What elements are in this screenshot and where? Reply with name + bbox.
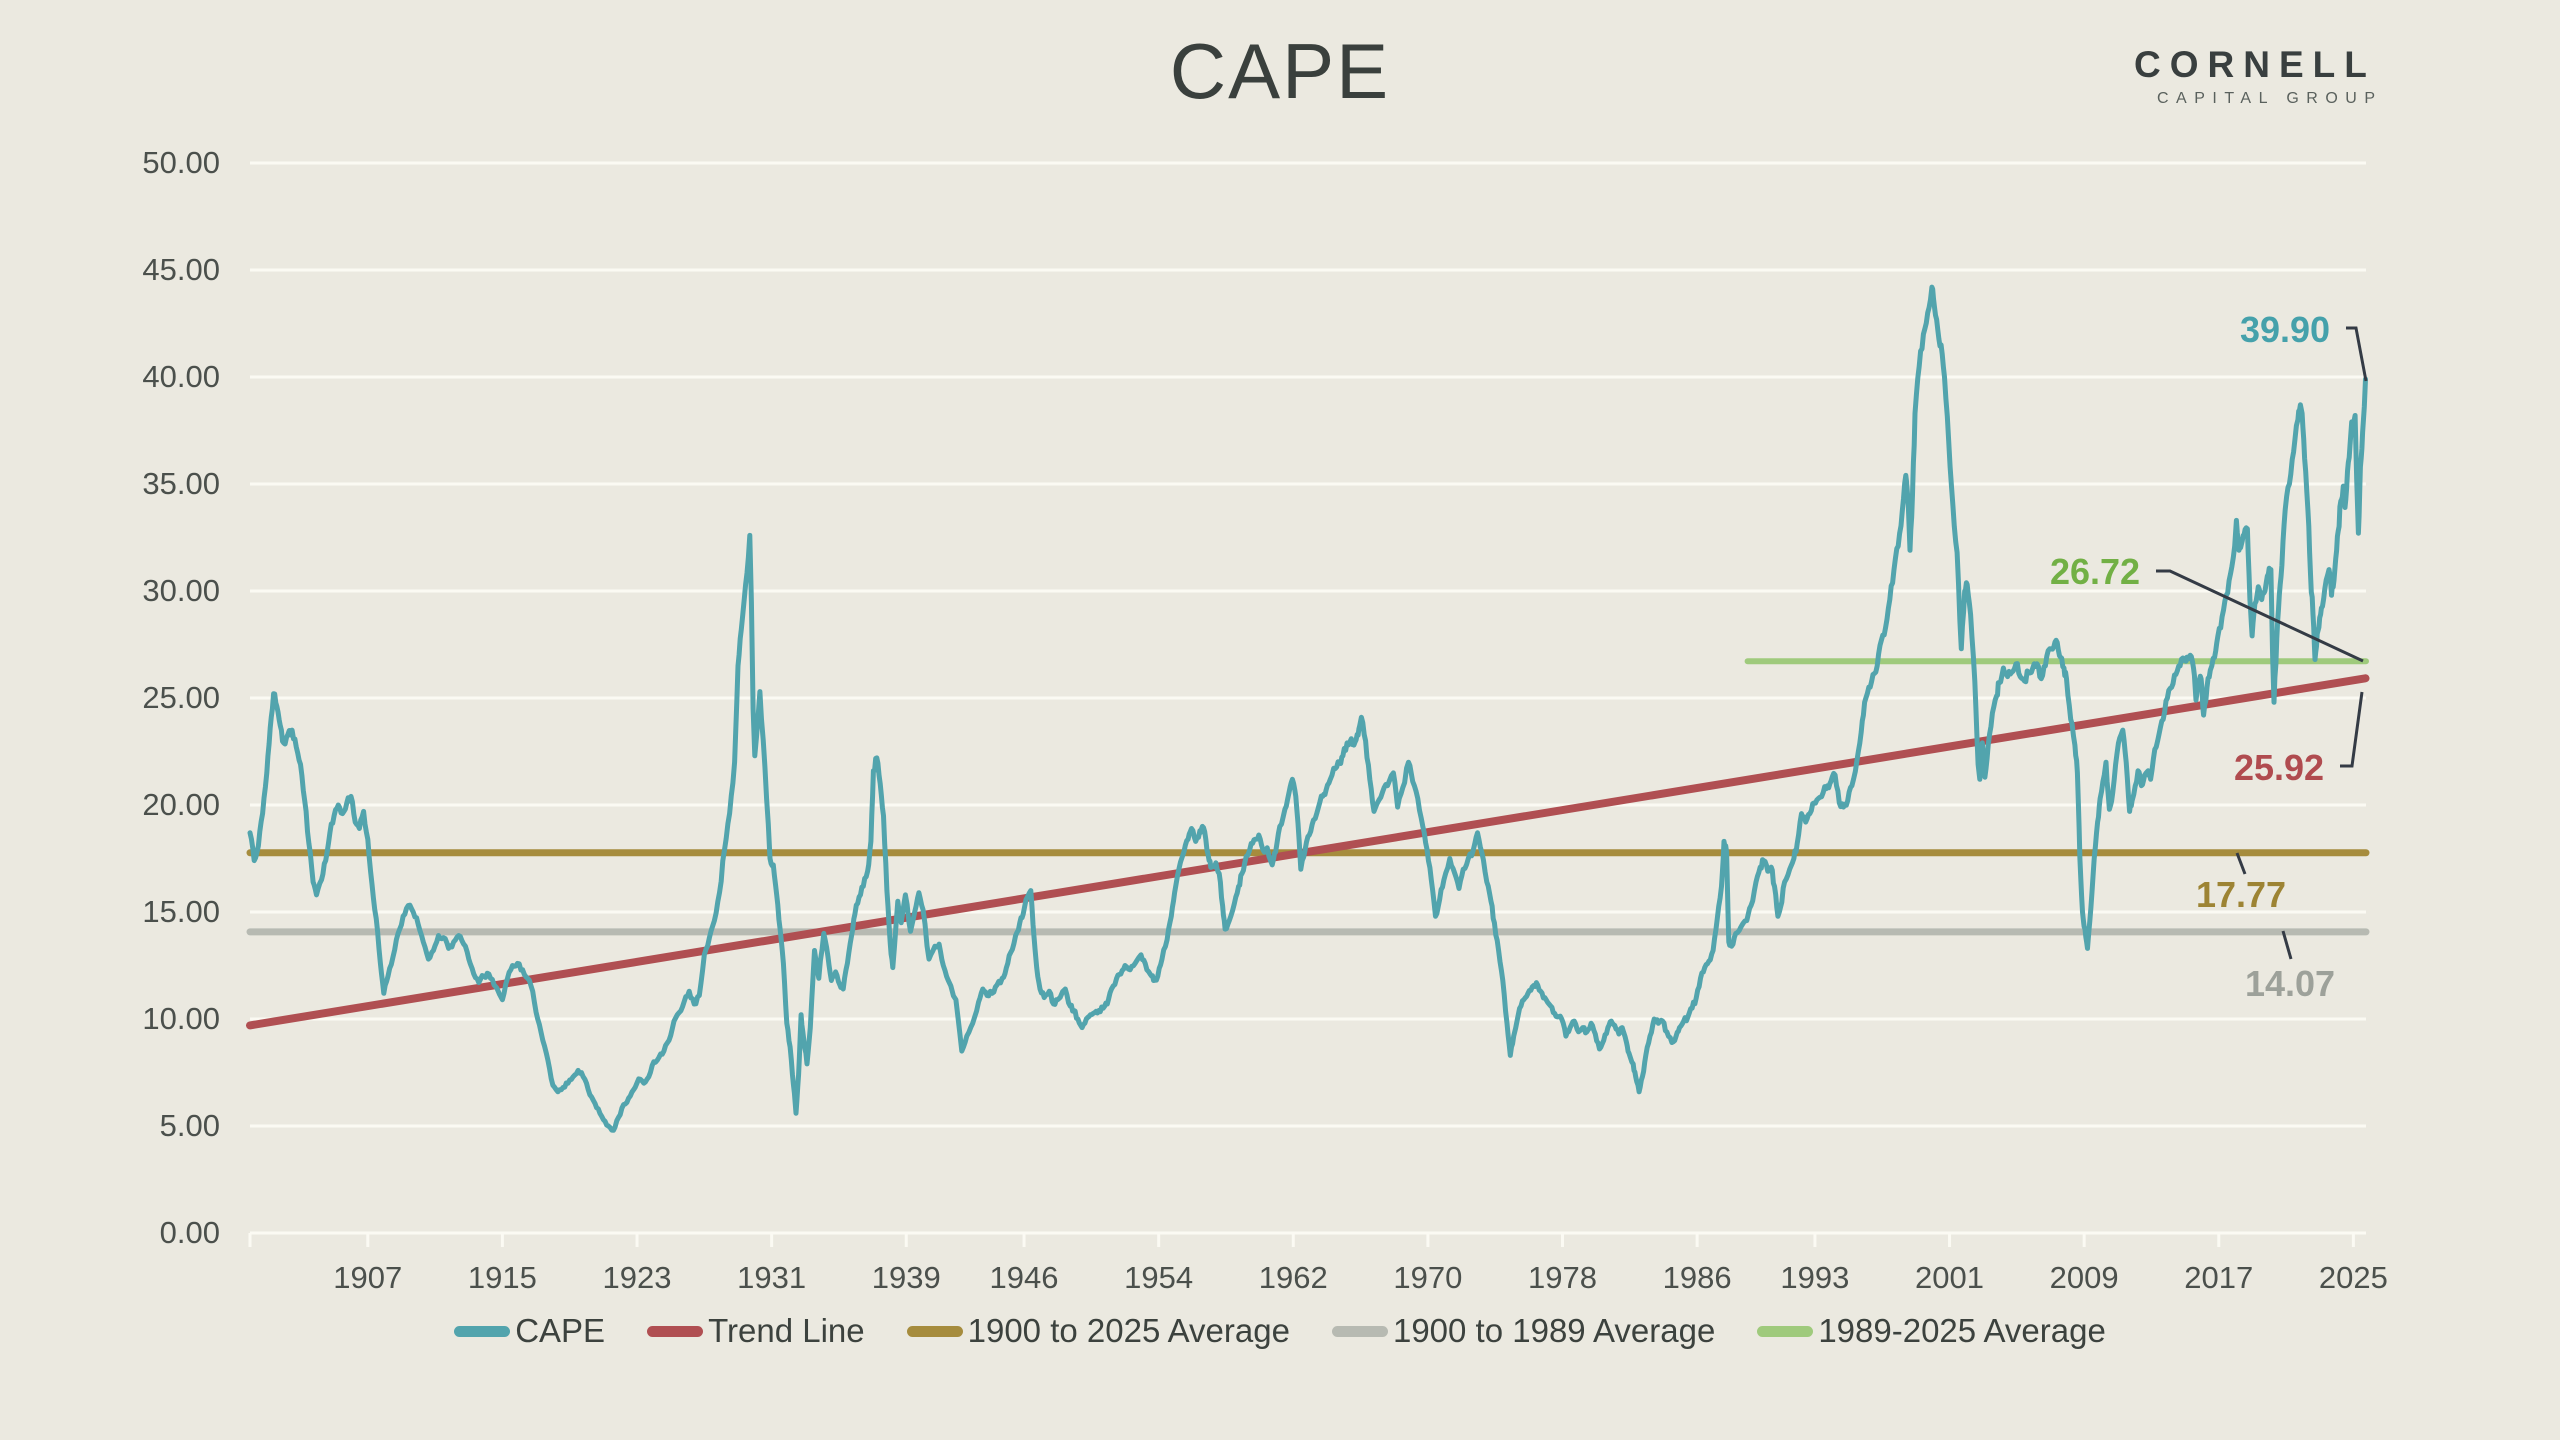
y-tick-label: 35.00 [142, 466, 220, 501]
y-tick-label: 25.00 [142, 680, 220, 715]
annotation-connector-avg-1989-2025 [2156, 569, 2364, 663]
chart-title: CAPE [1169, 27, 1391, 115]
series-trend [246, 674, 2370, 1030]
x-tick-label: 1907 [333, 1260, 403, 1295]
annotation-trend-end: 25.92 [2233, 747, 2325, 788]
y-tick-label: 10.00 [142, 1001, 220, 1036]
legend-item-1900-1989-average: 1900 to 1989 Average [1331, 1312, 1716, 1350]
y-tick-label: 0.00 [159, 1215, 220, 1250]
legend-label-trend-line: Trend Line [708, 1312, 865, 1349]
x-tick-label: 1970 [1393, 1260, 1463, 1295]
logo-name: CORNELL [2134, 44, 2376, 85]
legend-swatch-1989-2025-average-icon [1757, 1325, 1814, 1337]
y-tick-label: 45.00 [142, 252, 220, 287]
legend-item-cape: CAPE [454, 1312, 605, 1350]
x-tick-label: 1954 [1124, 1260, 1194, 1295]
x-tick-label: 1923 [602, 1260, 672, 1295]
x-tick-label: 2009 [2049, 1260, 2119, 1295]
y-tick-label: 20.00 [142, 787, 220, 822]
y-tick-label: 50.00 [142, 145, 220, 180]
x-tick-label: 2017 [2184, 1260, 2254, 1295]
legend: CAPE Trend Line 1900 to 2025 Average 190… [0, 1312, 2560, 1350]
legend-label-1989-2025-average: 1989-2025 Average [1818, 1312, 2106, 1349]
legend-swatch-1900-2025-average-icon [906, 1325, 963, 1337]
x-tick-label: 1993 [1780, 1260, 1850, 1295]
annotation-cape-end: 39.90 [2239, 309, 2331, 350]
legend-label-1900-2025-average: 1900 to 2025 Average [967, 1312, 1290, 1349]
legend-label-1900-1989-average: 1900 to 1989 Average [1392, 1312, 1716, 1349]
series-cape [247, 284, 2368, 1133]
legend-item-trend-line: Trend Line [647, 1312, 865, 1350]
x-tick-label: 1915 [467, 1260, 537, 1295]
y-tick-label: 15.00 [142, 894, 220, 929]
y-tick-label: 30.00 [142, 573, 220, 608]
x-tick-label: 1978 [1528, 1260, 1597, 1295]
annotation-1900-1989-average: 14.07 [2244, 963, 2336, 1004]
y-tick-label: 5.00 [159, 1108, 220, 1143]
annotation-connector-avg-1900-2025 [2235, 852, 2247, 875]
legend-swatch-trend-line-icon [647, 1325, 704, 1337]
annotation-connector-avg-1900-1989 [2281, 930, 2293, 960]
x-tick-label: 1939 [871, 1260, 941, 1295]
x-tick-label: 2001 [1915, 1260, 1984, 1295]
annotation-1989-2025-average: 26.72 [2049, 551, 2141, 592]
annotation-connector-trend-end [2340, 691, 2364, 768]
legend-item-1989-2025-average: 1989-2025 Average [1757, 1312, 2106, 1350]
legend-item-1900-2025-average: 1900 to 2025 Average [906, 1312, 1290, 1350]
legend-label-cape: CAPE [515, 1312, 606, 1349]
legend-swatch-cape-icon [454, 1325, 511, 1337]
annotation-connector-cape-end [2346, 326, 2368, 382]
logo-tagline: CAPITAL GROUP [2157, 90, 2383, 107]
x-tick-label: 1962 [1258, 1260, 1328, 1295]
legend-swatch-1900-1989-average-icon [1331, 1325, 1388, 1337]
x-tick-label: 1986 [1662, 1260, 1732, 1295]
x-tick-label: 1946 [989, 1260, 1059, 1295]
annotation-1900-2025-average: 17.77 [2195, 874, 2287, 915]
y-tick-label: 40.00 [142, 359, 220, 394]
x-tick-label: 2025 [2318, 1260, 2388, 1295]
x-tick-label: 1931 [737, 1260, 807, 1295]
